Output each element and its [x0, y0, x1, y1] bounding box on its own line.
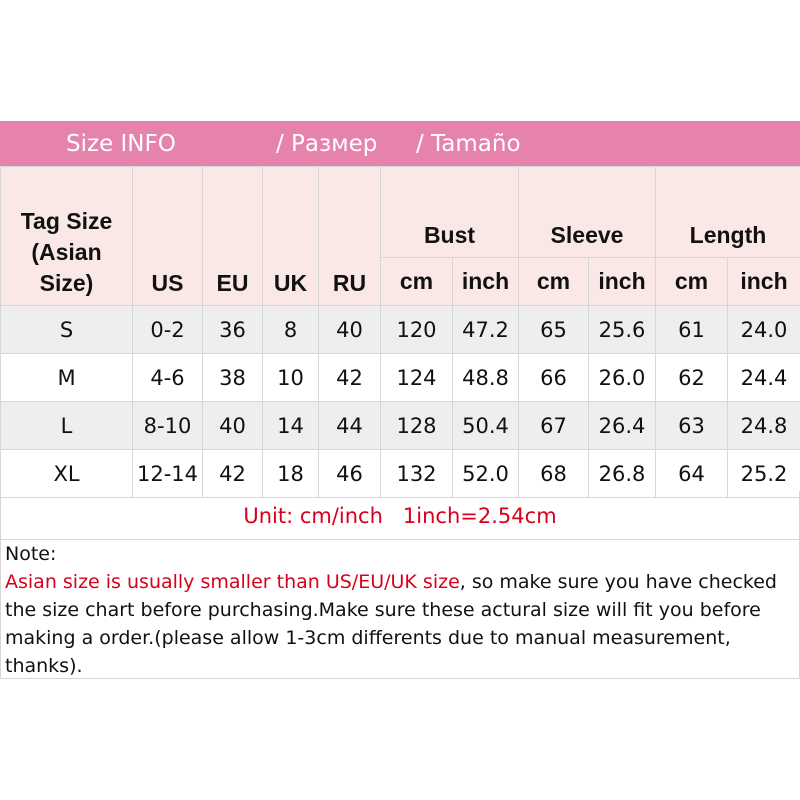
table-cell: 26.8 [588, 449, 656, 498]
size-table: Tag Size (Asian Size) US EU UK RU Bust S… [0, 166, 800, 498]
table-cell: M [0, 353, 133, 402]
table-cell: 62 [655, 353, 728, 402]
table-cell: 128 [380, 401, 453, 450]
table-cell: 24.0 [727, 305, 800, 354]
table-row: XL 12-14 42 18 46 132 52.0 68 26.8 64 25.2 [0, 449, 800, 498]
header-eu: EU [202, 166, 263, 306]
unit-note: Unit: cm/inch 1inch=2.54cm [0, 491, 800, 540]
title-banner: Size INFO / Размер / Tamaño [0, 121, 800, 166]
note-rest: , so make sure you have checked the size… [5, 571, 777, 677]
table-cell: 25.2 [727, 449, 800, 498]
header-cm: cm [380, 257, 453, 306]
header-inch: inch [727, 257, 800, 306]
table-row: S 0-2 36 8 40 120 47.2 65 25.6 61 24.0 [0, 305, 800, 354]
table-cell: 18 [262, 449, 319, 498]
note-box: Note: Asian size is usually smaller than… [0, 540, 800, 679]
header-us: US [132, 166, 203, 306]
table-cell: 61 [655, 305, 728, 354]
header-inch: inch [452, 257, 519, 306]
table-cell: 10 [262, 353, 319, 402]
table-cell: 26.4 [588, 401, 656, 450]
note-title: Note: [5, 543, 57, 565]
table-row: M 4-6 38 10 42 124 48.8 66 26.0 62 24.4 [0, 353, 800, 402]
header-tag-size: Tag Size (Asian Size) [0, 166, 133, 306]
header-cm: cm [518, 257, 589, 306]
table-cell: 12-14 [132, 449, 203, 498]
header-length: Length [655, 166, 800, 258]
table-cell: S [0, 305, 133, 354]
table-cell: 52.0 [452, 449, 519, 498]
header-ru: RU [318, 166, 381, 306]
table-cell: 50.4 [452, 401, 519, 450]
table-cell: XL [0, 449, 133, 498]
header-sleeve: Sleeve [518, 166, 656, 258]
title-en: Size INFO [66, 131, 176, 157]
table-cell: 8-10 [132, 401, 203, 450]
table-cell: 14 [262, 401, 319, 450]
tag-line: (Asian [31, 239, 102, 265]
header-cm: cm [655, 257, 728, 306]
table-cell: 48.8 [452, 353, 519, 402]
header-bust: Bust [380, 166, 519, 258]
table-cell: 68 [518, 449, 589, 498]
table-cell: 64 [655, 449, 728, 498]
table-cell: 25.6 [588, 305, 656, 354]
table-cell: 38 [202, 353, 263, 402]
table-cell: 8 [262, 305, 319, 354]
table-cell: 44 [318, 401, 381, 450]
table-row: L 8-10 40 14 44 128 50.4 67 26.4 63 24.8 [0, 401, 800, 450]
table-cell: 120 [380, 305, 453, 354]
table-cell: 46 [318, 449, 381, 498]
note-text: Asian size is usually smaller than US/EU… [5, 568, 795, 680]
table-cell: 42 [202, 449, 263, 498]
table-cell: 63 [655, 401, 728, 450]
title-ru: / Размер [276, 131, 378, 157]
tag-line: Tag Size [20, 208, 113, 234]
table-cell: 132 [380, 449, 453, 498]
table-cell: 36 [202, 305, 263, 354]
table-cell: 40 [202, 401, 263, 450]
table-cell: 42 [318, 353, 381, 402]
table-cell: 40 [318, 305, 381, 354]
table-cell: L [0, 401, 133, 450]
table-cell: 24.8 [727, 401, 800, 450]
table-cell: 124 [380, 353, 453, 402]
header-inch: inch [588, 257, 656, 306]
title-es: / Tamaño [416, 131, 521, 157]
table-cell: 66 [518, 353, 589, 402]
note-warning: Asian size is usually smaller than US/EU… [5, 571, 460, 593]
tag-line: Size) [39, 270, 94, 296]
table-cell: 47.2 [452, 305, 519, 354]
table-cell: 24.4 [727, 353, 800, 402]
header-uk: UK [262, 166, 319, 306]
table-cell: 4-6 [132, 353, 203, 402]
table-cell: 0-2 [132, 305, 203, 354]
table-cell: 26.0 [588, 353, 656, 402]
table-cell: 65 [518, 305, 589, 354]
table-cell: 67 [518, 401, 589, 450]
